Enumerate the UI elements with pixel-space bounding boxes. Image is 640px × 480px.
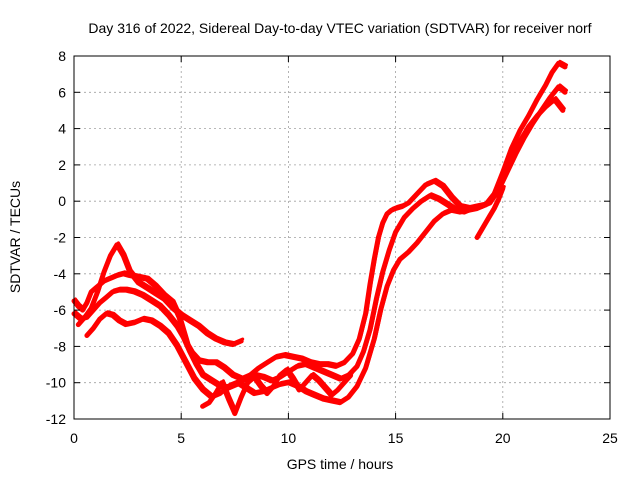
series-band-track-d [78, 241, 245, 345]
y-tick-label: -8 [54, 338, 67, 354]
chart-title: Day 316 of 2022, Sidereal Day-to-day VTE… [88, 20, 591, 36]
y-tick-label: 6 [58, 84, 66, 100]
x-tick-label: 20 [495, 430, 511, 446]
x-tick-label: 5 [177, 430, 185, 446]
series-band-track-c [86, 96, 566, 403]
x-tick-label: 10 [281, 430, 297, 446]
x-tick-label: 0 [70, 430, 78, 446]
x-tick-label: 15 [388, 430, 404, 446]
series-band-track-a [74, 59, 568, 379]
y-tick-label: 0 [58, 193, 66, 209]
y-tick-label: -12 [46, 411, 66, 427]
axis-ticks: 0 5 10 15 20 25 -12 -10 -8 -6 -4 -2 0 2 4 6 8 [46, 48, 618, 446]
series-line-track-a [71, 60, 568, 382]
series-band-track-e [202, 366, 354, 414]
y-tick-label: -10 [46, 375, 66, 391]
y-axis-label: SDTVAR / TECUs [7, 181, 23, 293]
x-tick-label: 25 [602, 430, 618, 446]
series-band-track-f [477, 185, 506, 237]
y-tick-label: 4 [58, 121, 66, 137]
series-band-track-b [74, 83, 568, 388]
series-group [71, 59, 568, 417]
x-axis-label: GPS time / hours [287, 456, 394, 472]
series-line-track-c [84, 97, 566, 406]
y-tick-label: 2 [58, 157, 66, 173]
y-tick-label: 8 [58, 48, 66, 64]
y-tick-label: -4 [54, 266, 67, 282]
y-tick-label: -6 [54, 302, 67, 318]
y-tick-label: -2 [54, 230, 67, 246]
